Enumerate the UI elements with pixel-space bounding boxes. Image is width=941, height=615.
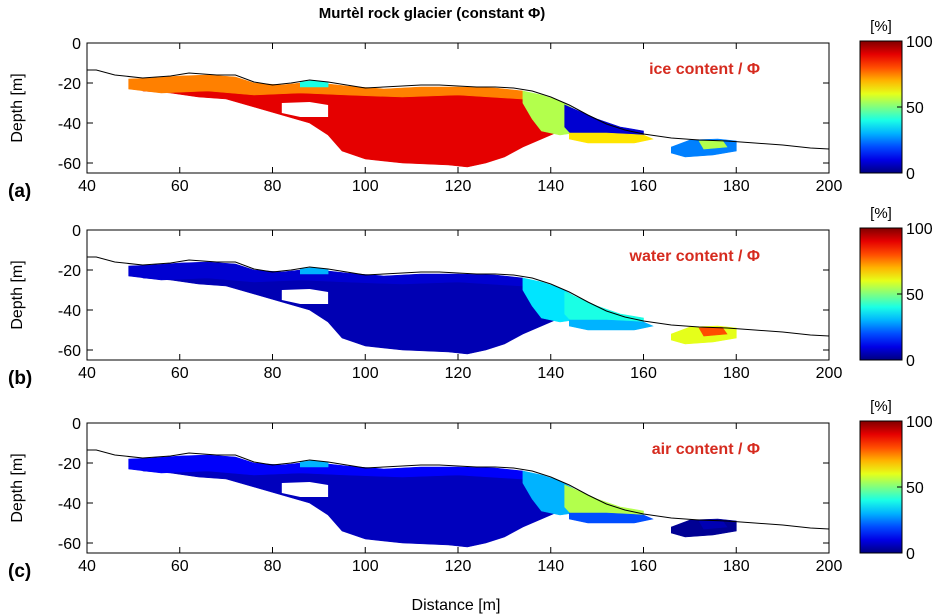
no-data-gap bbox=[281, 102, 329, 117]
y-tick-label: -40 bbox=[58, 496, 81, 513]
x-tick-label: 160 bbox=[630, 558, 657, 575]
colorbar-tick-label: 100 bbox=[906, 414, 933, 431]
x-tick-label: 180 bbox=[723, 558, 750, 575]
colorbar bbox=[859, 227, 903, 361]
y-tick-label: -60 bbox=[58, 343, 81, 360]
colorbar-unit: [%] bbox=[870, 398, 892, 415]
x-tick-label: 180 bbox=[723, 365, 750, 382]
x-tick-label: 100 bbox=[352, 558, 379, 575]
colorbar-unit: [%] bbox=[870, 205, 892, 222]
panel-c: 40 60 80 100 120 140 160 180 200 0 -20 -40 -60 Depth … bbox=[8, 398, 933, 582]
y-tick-label: 0 bbox=[72, 416, 81, 433]
y-tick-label: -60 bbox=[58, 156, 81, 173]
y-tick-label: -20 bbox=[58, 76, 81, 93]
x-tick-label: 120 bbox=[445, 558, 472, 575]
region-surface-patches bbox=[299, 80, 329, 88]
x-tick-label: 120 bbox=[445, 365, 472, 382]
x-tick-label: 140 bbox=[537, 178, 564, 195]
x-tick-label: 200 bbox=[816, 558, 843, 575]
region-lower-wedge bbox=[564, 291, 644, 325]
x-tick-label: 60 bbox=[171, 558, 189, 575]
x-axis-label: Distance [m] bbox=[412, 597, 501, 614]
panel-label: (c) bbox=[8, 561, 31, 582]
surface-line bbox=[87, 69, 830, 150]
x-tick-label: 40 bbox=[78, 558, 96, 575]
x-tick-label: 200 bbox=[816, 178, 843, 195]
colorbar-unit: [%] bbox=[870, 18, 892, 35]
x-tick-label: 80 bbox=[264, 365, 282, 382]
colorbar-tick-label: 50 bbox=[906, 480, 924, 497]
colorbar-tick-label: 0 bbox=[906, 546, 915, 563]
panel-b: 40 60 80 100 120 140 160 180 200 0 -20 -40 -60 Depth … bbox=[8, 205, 933, 389]
x-tick-label: 100 bbox=[352, 365, 379, 382]
panel-label: (b) bbox=[8, 368, 32, 389]
variable-label: air content / Φ bbox=[652, 441, 760, 458]
no-data-gap bbox=[281, 482, 329, 497]
y-axis-label: Depth [m] bbox=[9, 260, 26, 329]
y-tick-label: 0 bbox=[72, 223, 81, 240]
y-tick-label: -20 bbox=[58, 263, 81, 280]
x-tick-label: 40 bbox=[78, 365, 96, 382]
region-lower-strip bbox=[568, 132, 654, 144]
region-surface-patches bbox=[299, 267, 329, 275]
surface-line bbox=[87, 449, 830, 530]
chart-title: Murtèl rock glacier (constant Φ) bbox=[319, 5, 546, 22]
x-tick-label: 180 bbox=[723, 178, 750, 195]
x-tick-label: 140 bbox=[537, 558, 564, 575]
x-tick-label: 160 bbox=[630, 178, 657, 195]
colorbar bbox=[859, 420, 903, 554]
x-tick-label: 120 bbox=[445, 178, 472, 195]
x-tick-label: 200 bbox=[816, 365, 843, 382]
x-tick-label: 100 bbox=[352, 178, 379, 195]
colorbar-tick-label: 100 bbox=[906, 221, 933, 238]
variable-label: water content / Φ bbox=[629, 248, 760, 265]
colorbar bbox=[859, 40, 903, 174]
y-axis-label: Depth [m] bbox=[9, 453, 26, 522]
y-tick-label: -20 bbox=[58, 456, 81, 473]
region-surface-patches bbox=[299, 460, 329, 468]
panel-label: (a) bbox=[8, 181, 31, 202]
x-tick-label: 60 bbox=[171, 178, 189, 195]
panels-group: 40 60 80 100 120 140 160 180 200 0 -20 -40 -60 Depth … bbox=[8, 18, 933, 582]
x-tick-label: 160 bbox=[630, 365, 657, 382]
no-data-gap bbox=[281, 289, 329, 304]
colorbar-tick-label: 0 bbox=[906, 353, 915, 370]
colorbar-tick-label: 0 bbox=[906, 166, 915, 183]
y-tick-label: -40 bbox=[58, 116, 81, 133]
region-lower-wedge bbox=[564, 104, 644, 138]
x-tick-label: 80 bbox=[264, 178, 282, 195]
x-tick-label: 60 bbox=[171, 365, 189, 382]
panel-a: 40 60 80 100 120 140 160 180 200 0 -20 -40 -60 Depth … bbox=[8, 18, 933, 202]
region-lower-strip bbox=[568, 319, 654, 331]
colorbar-tick-label: 100 bbox=[906, 34, 933, 51]
variable-label: ice content / Φ bbox=[649, 61, 760, 78]
region-lower-strip bbox=[568, 512, 654, 524]
y-tick-label: -60 bbox=[58, 536, 81, 553]
x-tick-label: 80 bbox=[264, 558, 282, 575]
colorbar-tick-label: 50 bbox=[906, 100, 924, 117]
surface-line bbox=[87, 256, 830, 337]
x-tick-label: 140 bbox=[537, 365, 564, 382]
y-tick-label: -40 bbox=[58, 303, 81, 320]
y-axis-label: Depth [m] bbox=[9, 73, 26, 142]
y-tick-label: 0 bbox=[72, 36, 81, 53]
colorbar-tick-label: 50 bbox=[906, 287, 924, 304]
region-lower-wedge bbox=[564, 484, 644, 518]
x-tick-label: 40 bbox=[78, 178, 96, 195]
